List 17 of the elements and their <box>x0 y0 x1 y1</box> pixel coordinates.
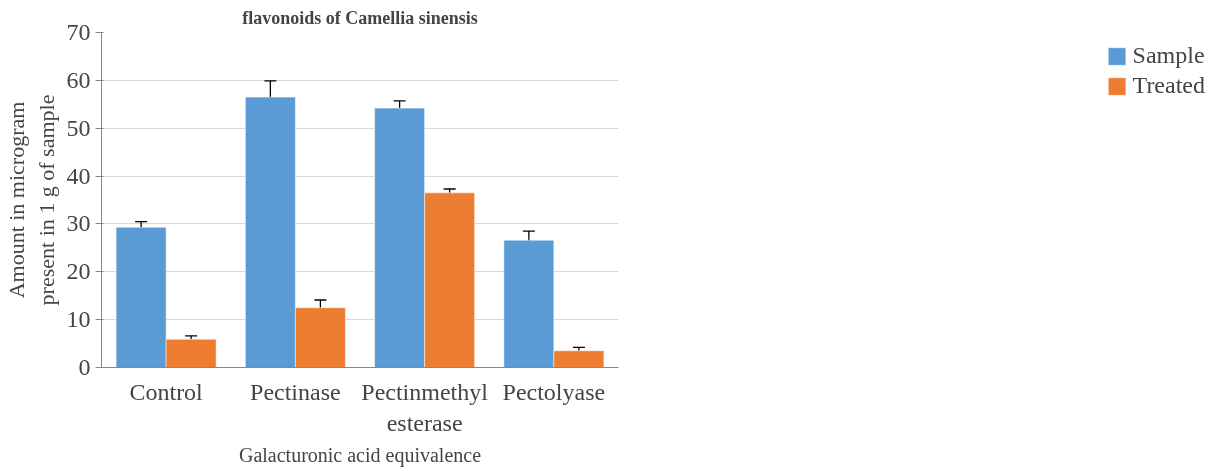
y-tick-label: 30 <box>66 210 91 237</box>
x-tick-label: Pectinmethyl esterase <box>361 378 489 436</box>
x-axis-title: Galacturonic acid equivalence <box>238 443 482 467</box>
y-tick-label: 60 <box>66 66 91 93</box>
legend-label: Treated <box>1132 72 1205 99</box>
y-axis-title: Amount in microgram present in 1 g of sample <box>3 94 59 306</box>
x-tick-label: Pectinase <box>250 378 341 405</box>
chart-title: flavonoids of Camellia sinensis <box>242 7 478 28</box>
legend-label: Sample <box>1132 42 1205 69</box>
y-tick-label: 40 <box>66 162 91 189</box>
y-tick-label: 50 <box>66 114 91 141</box>
y-tick-label: 20 <box>66 258 91 285</box>
y-tick-label: 10 <box>66 306 91 333</box>
y-tick-label: 0 <box>78 354 91 380</box>
x-tick-label: Control <box>129 378 204 405</box>
y-tick-label: 70 <box>66 19 91 45</box>
x-tick-label: Pectolyase <box>502 378 606 405</box>
